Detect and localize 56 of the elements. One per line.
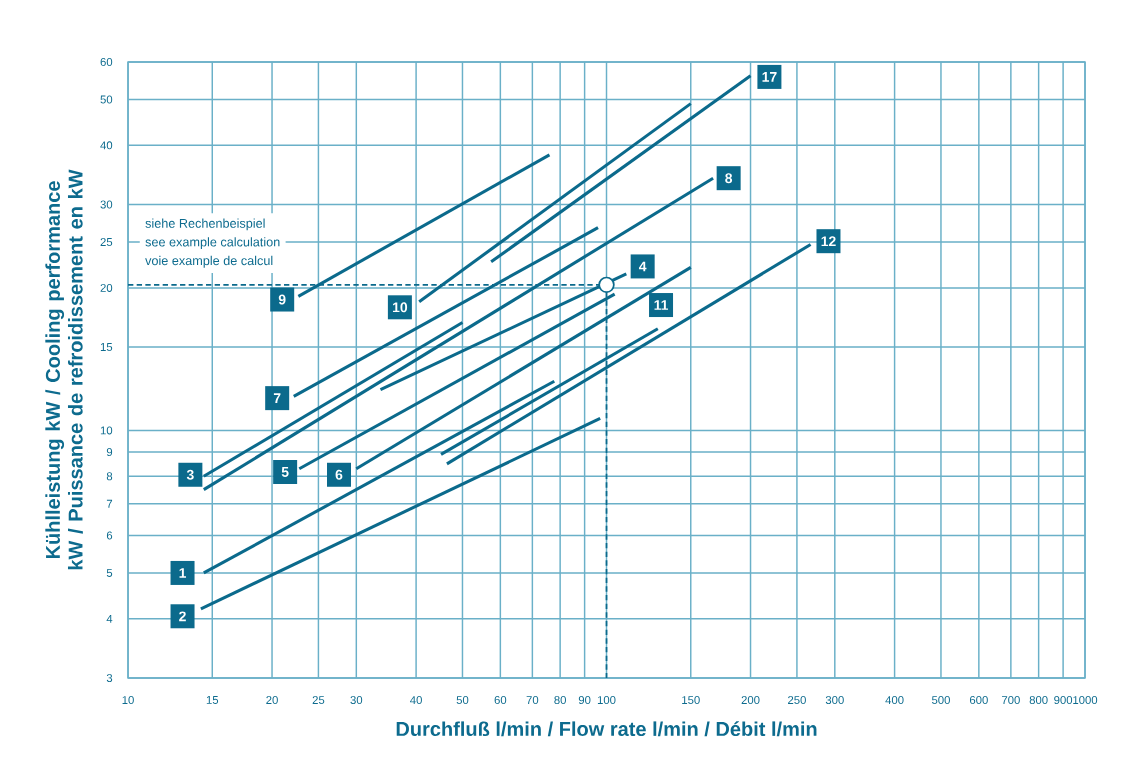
y-tick-label: 4 (106, 614, 113, 623)
y-tick-label: 15 (100, 343, 113, 351)
annotation: 4 (638, 261, 647, 272)
y-tick-label: 40 (100, 141, 113, 150)
y-tick-label: 50 (100, 95, 113, 104)
x-tick-label: 250 (788, 696, 806, 705)
y-tick-label: 8 (106, 472, 113, 481)
annotation: 7 (273, 393, 281, 403)
x-tick-label: 100 (597, 696, 616, 705)
annotation: 3 (186, 469, 194, 480)
y-tick-label: 25 (100, 238, 113, 247)
x-tick-label: 30 (350, 696, 363, 705)
annotation: see example calculation (145, 237, 280, 249)
y-tick-label: 60 (100, 57, 113, 66)
x-tick-label: 50 (456, 696, 469, 705)
x-tick-label: 90 (578, 696, 591, 705)
annotation: 10 (392, 302, 408, 313)
y-axis-title: Kühlleistung kW / Cooling performance kW / Puissance de refroidissement en kW (45, 169, 83, 570)
x-tick-label: 15 (206, 696, 219, 704)
x-tick-label: 10 (122, 696, 134, 705)
x-tick-label: 600 (969, 696, 988, 705)
x-tick-label: 700 (1002, 696, 1020, 705)
x-tick-label: 40 (410, 696, 422, 705)
x-tick-label: 200 (741, 696, 760, 705)
x-tick-label: 900 (1054, 696, 1073, 705)
annotation: 17 (762, 72, 777, 82)
y-tick-label: 20 (100, 283, 113, 292)
x-tick-label: 80 (554, 696, 566, 705)
x-tick-label: 150 (682, 696, 700, 705)
annotation: 11 (654, 300, 669, 310)
x-tick-label: 70 (526, 696, 539, 705)
y-tick-label: 10 (100, 426, 113, 435)
annotation: 8 (725, 173, 733, 184)
y-tick-label: 6 (106, 531, 113, 540)
annotation: 9 (278, 294, 286, 305)
annotation: siehe Rechenbeispiel (145, 218, 265, 231)
annotation: 2 (179, 611, 186, 622)
y-tick-label: 5 (106, 568, 113, 577)
x-tick-label: 800 (1029, 696, 1048, 705)
y-tick-label: 9 (106, 448, 113, 457)
x-tick-label: 1000 (1073, 696, 1098, 705)
x-tick-label: 300 (825, 696, 844, 705)
annotation: 12 (821, 236, 836, 247)
y-tick-label: 7 (106, 499, 113, 508)
annotation: voie example de calcul (145, 255, 273, 268)
y-tick-label: 3 (106, 673, 113, 682)
y-tick-label: 30 (100, 200, 113, 209)
x-tick-label: 400 (885, 696, 904, 705)
x-tick-label: 25 (312, 696, 325, 705)
x-axis-title: Durchfluß l/min / Flow rate l/min / Débit l/min (396, 721, 817, 737)
annotation: 5 (281, 467, 289, 477)
annotation: 1 (179, 568, 187, 578)
x-tick-label: 60 (494, 696, 507, 705)
x-tick-label: 500 (931, 696, 950, 705)
annotation: 6 (335, 469, 343, 480)
x-tick-label: 20 (266, 696, 278, 705)
